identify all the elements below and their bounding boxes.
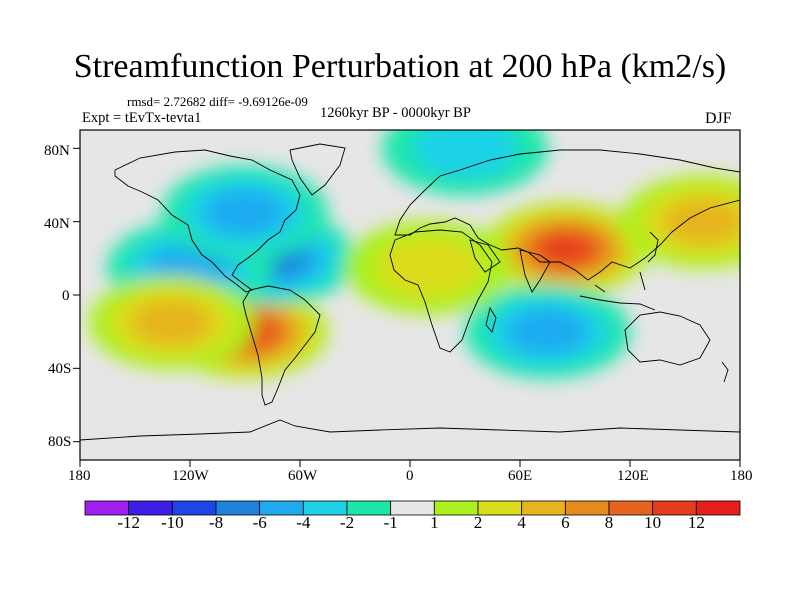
colorbar-box [477, 500, 523, 516]
coast-indonesia [579, 271, 656, 311]
coast-madagascar [485, 306, 497, 333]
experiment-label: Expt = tEvTx-tevta1 [82, 110, 202, 126]
lat-label-80s: 80S [48, 434, 72, 450]
coast-eurasia [394, 149, 740, 281]
colorbar-box [695, 500, 741, 516]
season-label: DJF [705, 110, 732, 127]
colorbar-label: 6 [561, 513, 570, 532]
coast-arabia [469, 239, 501, 273]
field-north-africa-max-level [375, 237, 482, 298]
lon-label-180e: 180 [730, 468, 753, 484]
colorbar-box [564, 500, 610, 516]
coast-north-america [114, 149, 301, 293]
lat-label-80n: 80N [44, 143, 70, 159]
field-south-pacific-max-level [131, 299, 212, 346]
lat-label-40s: 40S [48, 361, 72, 377]
coast-australia [624, 311, 711, 366]
colorbar-box [521, 500, 566, 516]
colorbar-label: 10 [644, 513, 662, 532]
coast-south-america [242, 285, 321, 406]
lat-label-0: 0 [62, 288, 70, 304]
lon-label-180w: 180 [68, 468, 91, 484]
coast-antarctica [80, 419, 740, 441]
colorbar-label: 2 [473, 513, 483, 532]
field-indian-ocean-min-level [507, 308, 588, 355]
colorbar-label: -12 [117, 513, 140, 532]
colorbar-label: 12 [687, 513, 705, 532]
lon-label-120w: 120W [172, 468, 209, 484]
lon-label-60w: 60W [288, 468, 318, 484]
stats-text: rmsd= 2.72682 diff= -9.69126e-09 [127, 94, 308, 109]
colorbar-label: 1 [430, 513, 439, 532]
field-south-asia-max-level [540, 234, 592, 264]
map-title: Streamfunction Perturbation at 200 hPa (… [73, 48, 727, 85]
field-west-pacific-max-level [663, 198, 740, 245]
lon-label-120e: 120E [617, 468, 649, 484]
coast-india [519, 249, 551, 293]
colorbar-label: -10 [160, 513, 184, 532]
lon-label-60e: 60E [508, 468, 533, 484]
coast-greenland [289, 143, 346, 196]
colorbar-label: -1 [383, 513, 398, 532]
lon-label-0: 0 [406, 468, 414, 484]
colorbar-label: 4 [517, 513, 526, 532]
colorbar-label: -4 [296, 513, 311, 532]
field-arctic-min-level [412, 130, 518, 179]
colorbar-label: -2 [339, 513, 355, 532]
field-north-atlantic-min-level [204, 189, 286, 236]
colorbar-label: 8 [604, 513, 614, 532]
colorbar-label: -6 [252, 513, 267, 532]
coast-japan [647, 231, 659, 263]
lat-label-40n: 40N [44, 216, 70, 232]
period-label: 1260kyr BP - 0000kyr BP [320, 105, 471, 121]
coast-africa [389, 229, 493, 353]
colorbar-box [433, 500, 479, 516]
colorbar-label: -8 [208, 513, 224, 532]
coast-new-zealand [721, 361, 729, 383]
